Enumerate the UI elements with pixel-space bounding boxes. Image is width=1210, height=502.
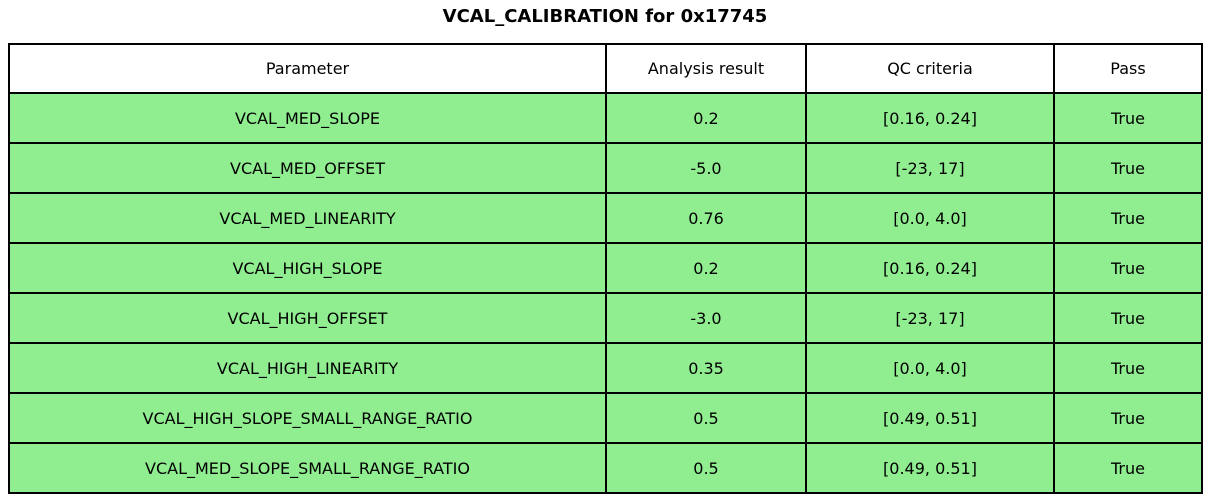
column-header-parameter: Parameter: [8, 43, 607, 94]
table-body: VCAL_MED_SLOPE 0.2 [0.16, 0.24] True VCA…: [8, 92, 1203, 494]
cell-qc-criteria: [0.0, 4.0]: [805, 192, 1055, 244]
cell-pass: True: [1053, 292, 1203, 344]
cell-analysis-result: 0.76: [605, 192, 807, 244]
table-row: VCAL_MED_SLOPE 0.2 [0.16, 0.24] True: [8, 92, 1203, 144]
cell-parameter: VCAL_MED_OFFSET: [8, 142, 607, 194]
table-row: VCAL_MED_LINEARITY 0.76 [0.0, 4.0] True: [8, 192, 1203, 244]
cell-parameter: VCAL_HIGH_SLOPE_SMALL_RANGE_RATIO: [8, 392, 607, 444]
table-row: VCAL_HIGH_SLOPE 0.2 [0.16, 0.24] True: [8, 242, 1203, 294]
table-row: VCAL_HIGH_SLOPE_SMALL_RANGE_RATIO 0.5 [0…: [8, 392, 1203, 444]
cell-analysis-result: -5.0: [605, 142, 807, 194]
cell-qc-criteria: [0.16, 0.24]: [805, 92, 1055, 144]
cell-pass: True: [1053, 442, 1203, 494]
cell-qc-criteria: [-23, 17]: [805, 142, 1055, 194]
cell-qc-criteria: [-23, 17]: [805, 292, 1055, 344]
column-header-pass: Pass: [1053, 43, 1203, 94]
cell-pass: True: [1053, 392, 1203, 444]
column-header-analysis-result: Analysis result: [605, 43, 807, 94]
cell-parameter: VCAL_MED_LINEARITY: [8, 192, 607, 244]
cell-parameter: VCAL_HIGH_LINEARITY: [8, 342, 607, 394]
cell-analysis-result: 0.2: [605, 92, 807, 144]
cell-pass: True: [1053, 342, 1203, 394]
cell-analysis-result: -3.0: [605, 292, 807, 344]
cell-pass: True: [1053, 192, 1203, 244]
qc-results-table: Parameter Analysis result QC criteria Pa…: [8, 43, 1203, 494]
cell-analysis-result: 0.5: [605, 442, 807, 494]
cell-qc-criteria: [0.0, 4.0]: [805, 342, 1055, 394]
cell-qc-criteria: [0.49, 0.51]: [805, 392, 1055, 444]
cell-analysis-result: 0.5: [605, 392, 807, 444]
cell-analysis-result: 0.35: [605, 342, 807, 394]
cell-parameter: VCAL_HIGH_OFFSET: [8, 292, 607, 344]
cell-pass: True: [1053, 92, 1203, 144]
table-row: VCAL_MED_SLOPE_SMALL_RANGE_RATIO 0.5 [0.…: [8, 442, 1203, 494]
cell-analysis-result: 0.2: [605, 242, 807, 294]
table-header-row: Parameter Analysis result QC criteria Pa…: [8, 43, 1203, 94]
cell-parameter: VCAL_HIGH_SLOPE: [8, 242, 607, 294]
table-row: VCAL_HIGH_OFFSET -3.0 [-23, 17] True: [8, 292, 1203, 344]
figure-title: VCAL_CALIBRATION for 0x17745: [442, 6, 768, 27]
cell-qc-criteria: [0.49, 0.51]: [805, 442, 1055, 494]
cell-pass: True: [1053, 242, 1203, 294]
cell-qc-criteria: [0.16, 0.24]: [805, 242, 1055, 294]
cell-pass: True: [1053, 142, 1203, 194]
table-row: VCAL_MED_OFFSET -5.0 [-23, 17] True: [8, 142, 1203, 194]
cell-parameter: VCAL_MED_SLOPE_SMALL_RANGE_RATIO: [8, 442, 607, 494]
table-row: VCAL_HIGH_LINEARITY 0.35 [0.0, 4.0] True: [8, 342, 1203, 394]
cell-parameter: VCAL_MED_SLOPE: [8, 92, 607, 144]
column-header-qc-criteria: QC criteria: [805, 43, 1055, 94]
